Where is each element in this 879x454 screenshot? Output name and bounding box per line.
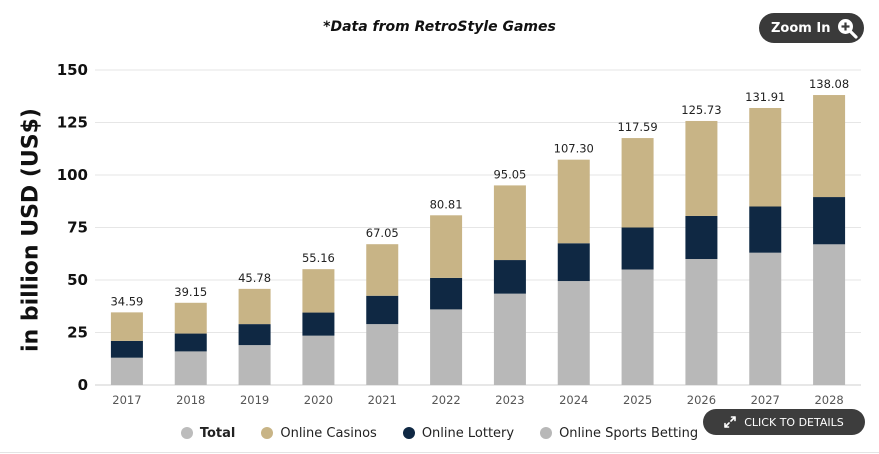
- total-data-label: 138.08: [809, 77, 849, 91]
- total-data-label: 117.59: [617, 120, 657, 134]
- bar-segment-online-lottery: [749, 206, 782, 253]
- bar-segment-online-sports-betting: [493, 293, 526, 385]
- legend-label-online-lottery: Online Lottery: [421, 425, 515, 441]
- bar-segment-online-sports-betting: [366, 324, 399, 385]
- bar-segment-online-casinos: [813, 95, 846, 198]
- bar-segment-online-sports-betting: [621, 269, 654, 385]
- bar-segment-online-casinos: [493, 185, 526, 261]
- bar-segment-online-sports-betting: [110, 357, 143, 385]
- x-tick-label: 2025: [623, 393, 652, 407]
- total-data-label: 39.15: [174, 285, 207, 299]
- total-data-label: 125.73: [681, 103, 721, 117]
- y-tick-label: 125: [57, 114, 88, 132]
- y-tick-label: 100: [57, 166, 88, 184]
- legend-label-online-sports-betting: Online Sports Betting: [559, 425, 699, 441]
- legend-dot-total: [180, 427, 193, 439]
- x-tick-label: 2027: [751, 393, 780, 407]
- bar-segment-online-casinos: [366, 244, 399, 296]
- bar-segment-online-lottery: [685, 215, 718, 259]
- bar-segment-online-casinos: [174, 302, 207, 334]
- click-to-details-label: CLICK TO DETAILS: [744, 415, 844, 429]
- bar-segment-online-sports-betting: [238, 345, 271, 385]
- bar-segment-online-sports-betting: [685, 259, 718, 385]
- bar-segment-online-sports-betting: [813, 244, 846, 385]
- y-tick-label: 150: [57, 61, 88, 79]
- legend-item-online-casinos[interactable]: Online Casinos: [261, 424, 377, 442]
- y-tick-label: 0: [78, 376, 88, 394]
- x-tick-label: 2019: [240, 393, 269, 407]
- x-tick-label: 2021: [368, 393, 397, 407]
- total-data-label: 55.16: [302, 251, 335, 265]
- total-data-label: 45.78: [238, 271, 271, 285]
- zoom-in-button[interactable]: Zoom In: [759, 13, 864, 43]
- bar-segment-online-sports-betting: [430, 309, 463, 385]
- total-data-label: 131.91: [745, 90, 785, 104]
- legend-label-total: Total: [199, 425, 236, 441]
- magnifier-plus-icon: [838, 19, 858, 39]
- total-data-label: 67.05: [366, 226, 399, 240]
- stacked-bar-chart: 0 25 50 75 100 125 150 34.59 2017 39.15 2018 45.78 2…: [57, 61, 861, 407]
- bar-segment-online-lottery: [813, 197, 846, 245]
- bar-segment-online-lottery: [302, 312, 335, 336]
- bar-segment-online-casinos: [621, 138, 654, 228]
- x-tick-label: 2023: [495, 393, 524, 407]
- zoom-in-label: Zoom In: [771, 21, 831, 36]
- bar-segment-online-sports-betting: [557, 281, 590, 385]
- expand-icon: [724, 416, 737, 428]
- bar-segment-online-sports-betting: [749, 252, 782, 385]
- x-tick-label: 2018: [176, 393, 205, 407]
- total-data-label: 107.30: [554, 142, 594, 156]
- total-data-label: 95.05: [493, 167, 526, 181]
- legend-dot-online-casinos: [261, 427, 274, 439]
- source-note: *Data from RetroStyle Games: [323, 19, 556, 35]
- x-tick-label: 2017: [112, 393, 141, 407]
- total-data-label: 34.59: [110, 294, 143, 308]
- bar-segment-online-lottery: [110, 340, 143, 358]
- bar-segment-online-casinos: [302, 269, 335, 313]
- bar-segment-online-casinos: [238, 288, 271, 325]
- click-to-details-button[interactable]: CLICK TO DETAILS: [703, 409, 865, 435]
- total-data-label: 80.81: [430, 197, 463, 211]
- x-tick-label: 2026: [687, 393, 716, 407]
- bar-segment-online-lottery: [430, 277, 463, 310]
- legend-item-online-sports-betting[interactable]: Online Sports Betting: [540, 424, 698, 442]
- x-tick-label: 2024: [559, 393, 588, 407]
- bar-segment-online-casinos: [557, 159, 590, 244]
- bar-segment-online-casinos: [430, 215, 463, 278]
- bar-segment-online-sports-betting: [174, 351, 207, 385]
- y-tick-label: 75: [67, 219, 88, 237]
- x-tick-label: 2028: [814, 393, 843, 407]
- x-tick-label: 2020: [304, 393, 333, 407]
- bar-segment-online-lottery: [493, 260, 526, 294]
- legend-item-online-lottery[interactable]: Online Lottery: [402, 424, 515, 442]
- bar-segment-online-casinos: [749, 107, 782, 207]
- bar-segment-online-sports-betting: [302, 335, 335, 385]
- bar-segment-online-casinos: [685, 120, 718, 216]
- x-tick-label: 2022: [431, 393, 460, 407]
- y-tick-label: 25: [67, 324, 88, 342]
- legend-item-total[interactable]: Total: [180, 424, 236, 442]
- bottom-divider: [0, 452, 879, 453]
- bar-segment-online-casinos: [110, 312, 143, 341]
- bar-segment-online-lottery: [557, 243, 590, 282]
- legend-label-online-casinos: Online Casinos: [280, 425, 377, 441]
- legend-dot-online-lottery: [402, 427, 415, 439]
- legend: Total Online Casinos Online Lottery Onli…: [0, 424, 879, 442]
- y-tick-label: 50: [67, 271, 88, 289]
- bar-segment-online-lottery: [238, 324, 271, 346]
- legend-dot-online-sports-betting: [540, 427, 553, 439]
- bar-segment-online-lottery: [174, 333, 207, 352]
- bar-segment-online-lottery: [621, 227, 654, 270]
- bar-segment-online-lottery: [366, 295, 399, 325]
